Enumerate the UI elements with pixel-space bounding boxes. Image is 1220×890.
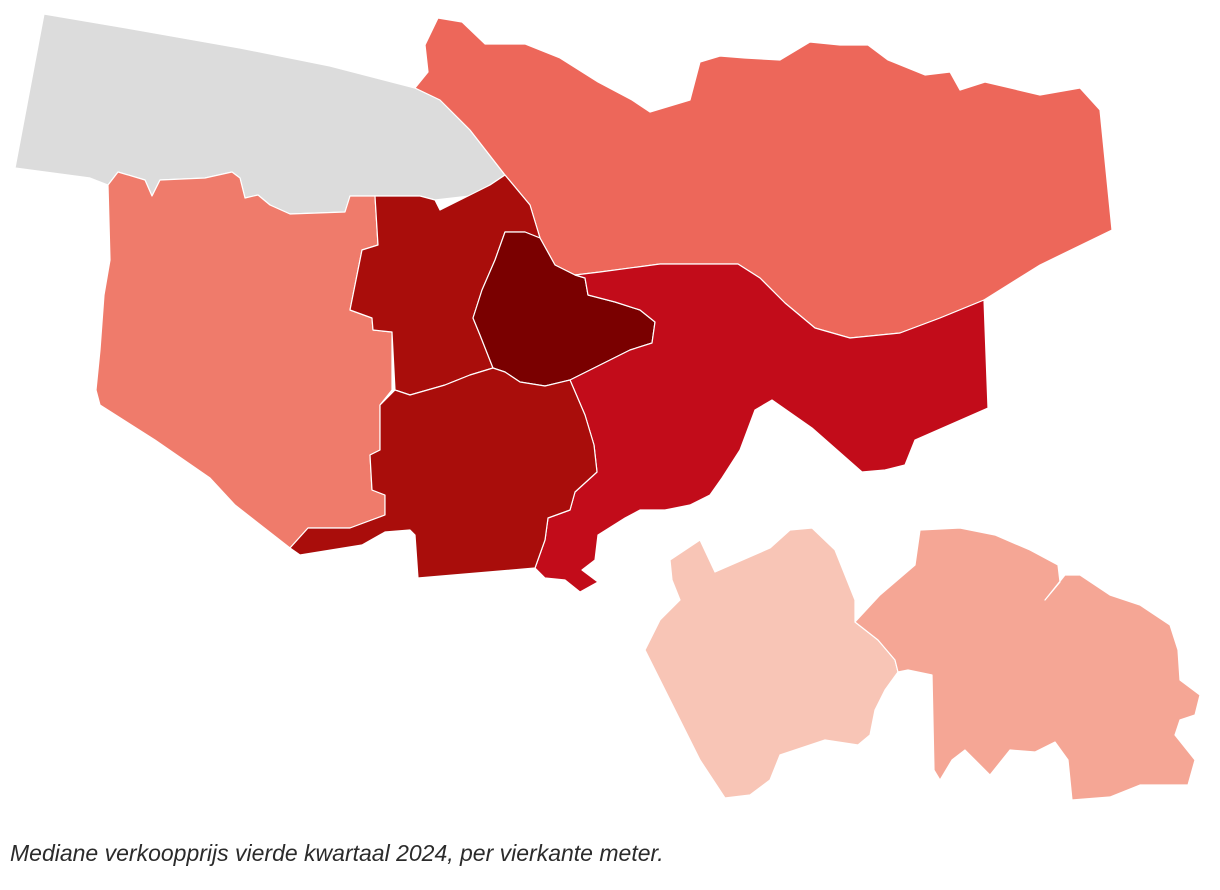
region-south	[289, 367, 598, 579]
choropleth-map	[14, 13, 1201, 801]
region-se-right	[854, 527, 1201, 801]
region-se-left	[644, 527, 899, 799]
region-east	[534, 263, 989, 593]
region-west	[95, 171, 393, 549]
map-caption: Mediane verkoopprijs vierde kwartaal 202…	[10, 840, 664, 866]
